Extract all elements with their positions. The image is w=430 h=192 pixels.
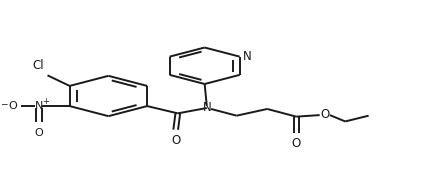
Text: O: O	[292, 137, 301, 150]
Text: −: −	[0, 99, 7, 108]
Text: N: N	[35, 101, 43, 111]
Text: N: N	[203, 101, 212, 113]
Text: N: N	[243, 50, 252, 63]
Text: Cl: Cl	[32, 59, 44, 72]
Text: O: O	[321, 108, 330, 121]
Text: O: O	[35, 128, 43, 138]
Text: +: +	[43, 97, 49, 106]
Text: O: O	[171, 134, 180, 146]
Text: O: O	[8, 101, 17, 111]
